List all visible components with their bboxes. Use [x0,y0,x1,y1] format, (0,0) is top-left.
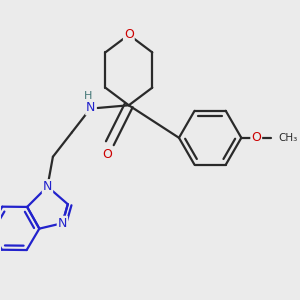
Text: H: H [84,91,92,101]
Text: O: O [251,131,261,144]
Text: CH₃: CH₃ [279,133,298,143]
Text: N: N [86,101,95,115]
Text: O: O [102,148,112,160]
Text: N: N [58,217,67,230]
Text: N: N [43,180,52,193]
Text: O: O [124,28,134,41]
